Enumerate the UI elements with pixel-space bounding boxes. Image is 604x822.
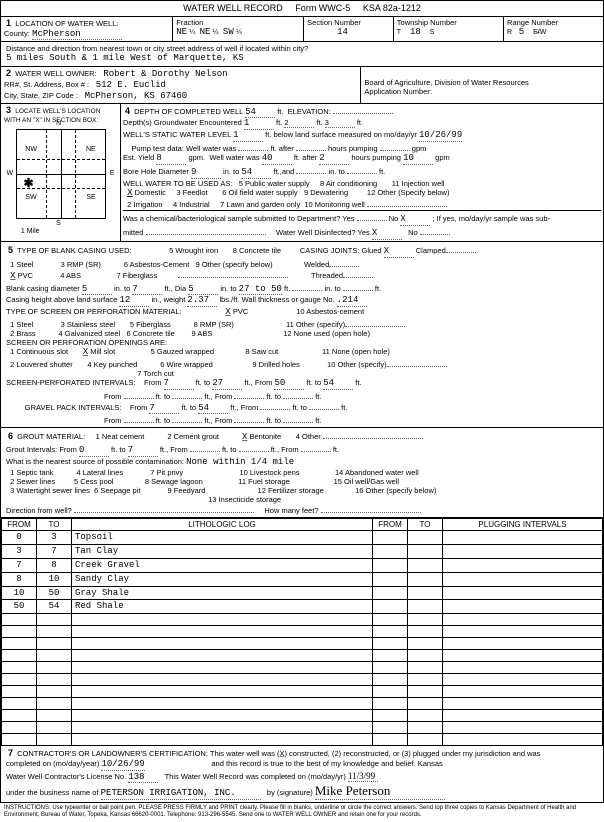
bentonite-x: X̲ xyxy=(242,432,247,442)
table-row xyxy=(2,698,603,710)
table-row xyxy=(2,650,603,662)
section-val: 14 xyxy=(337,27,348,37)
table-row: 78Creek Gravel xyxy=(2,558,603,572)
gpi-lbl: GRAVEL PACK INTERVALS: xyxy=(25,403,122,412)
elev-lbl: ELEVATION: xyxy=(288,107,331,116)
sec7-num: 7 xyxy=(6,748,15,758)
township-lbl: Township Number xyxy=(397,18,457,27)
static-val: 1 xyxy=(233,130,263,142)
bcd-val: 5 xyxy=(82,284,112,296)
spi-lbl: SCREEN-PERFORATED INTERVALS: xyxy=(6,378,136,387)
section-box: N S W E NW NE SW SE 1 Mile ✱ xyxy=(16,129,106,219)
instructions: INSTRUCTIONS: Use typewriter or ball poi… xyxy=(0,803,604,821)
business-name: PETERSON IRRIGATION, INC. xyxy=(101,788,261,800)
sec2-title: WATER WELL OWNER: xyxy=(15,69,96,78)
sec5-title: TYPE OF BLANK CASING USED: xyxy=(17,246,132,255)
form-num: Form WWC-5 xyxy=(295,3,350,13)
table-row xyxy=(2,638,603,650)
chem-no-x: X xyxy=(400,214,430,226)
range-lbl: Range Number xyxy=(507,18,558,27)
table-row: 5054Red Shale xyxy=(2,600,603,614)
table-row: 810Sandy Clay xyxy=(2,572,603,586)
casing-pvc-x: X̲ xyxy=(10,271,15,281)
table-row xyxy=(2,626,603,638)
open-lbl: SCREEN OR PERFORATION OPENINGS ARE: xyxy=(6,338,167,347)
frac2: NE xyxy=(200,27,211,37)
gauge-val: .214 xyxy=(337,295,367,307)
sec4-num: 4 xyxy=(123,106,132,116)
frac1: NE xyxy=(176,27,187,37)
sec1-title: LOCATION OF WATER WELL: xyxy=(15,19,118,28)
joints-x: X xyxy=(384,246,414,258)
sec6-title: GROUT MATERIAL: xyxy=(17,432,85,441)
wwr-date: 11/3/99 xyxy=(348,771,378,783)
screen-pvc-x: X̲ xyxy=(225,307,230,317)
form-title: WATER WELL RECORD xyxy=(183,3,283,13)
section-lbl: Section Number xyxy=(307,18,361,27)
addr-lbl: RR#, St. Address, Box # : xyxy=(4,80,89,89)
section-x-mark: ✱ xyxy=(24,176,34,190)
use-lbl: WELL WATER TO BE USED AS: xyxy=(123,179,232,188)
bcd-range: 27 to 50 xyxy=(239,284,282,296)
fraction-lbl: Fraction xyxy=(176,18,203,27)
sec3-title: LOCATE WELL'S LOCATION WITH AN "X" IN SE… xyxy=(4,108,100,125)
table-row xyxy=(2,710,603,722)
dist-lbl: Distance and direction from nearest town… xyxy=(6,44,308,53)
appnum-lbl: Application Number: xyxy=(364,87,432,96)
ch-val: 12 xyxy=(119,295,149,307)
table-row: 03Topsoil xyxy=(2,531,603,545)
range-val: 5 xyxy=(519,27,524,37)
table-row xyxy=(2,614,603,626)
est-yield: 8 xyxy=(156,153,186,165)
table-row xyxy=(2,674,603,686)
static-date: 10/26/99 xyxy=(419,130,462,142)
county-lbl: County: xyxy=(4,29,30,38)
sec5-num: 5 xyxy=(6,245,15,255)
owner-val: Robert & Dorothy Nelson xyxy=(103,69,227,79)
spi-f1: 7 xyxy=(164,378,194,390)
dir-lbl: Direction from well? xyxy=(6,506,72,515)
license-no: 138 xyxy=(128,772,158,784)
gpi-f1: 7 xyxy=(149,403,179,415)
bore-dia: 9 xyxy=(191,167,221,179)
frac3: SW xyxy=(223,27,234,37)
sec2-num: 2 xyxy=(4,68,13,78)
sec4-title: DEPTH OF COMPLETED WELL xyxy=(134,107,243,116)
millslot-x: X̲ xyxy=(83,347,88,357)
township-val: 18 xyxy=(410,27,421,37)
lithologic-table: FROM TO LITHOLOGIC LOG FROM TO PLUGGING … xyxy=(1,518,603,746)
city-lbl: City, State, ZIP Code : xyxy=(4,91,78,100)
table-row: 37Tan Clay xyxy=(2,545,603,559)
table-row xyxy=(2,686,603,698)
dist-val: 5 miles South & 1 mile West of Marquette… xyxy=(6,53,244,63)
disinf-x: X xyxy=(372,228,402,240)
depth-val: 54 xyxy=(245,107,275,119)
contam-val: None within 1/4 mile xyxy=(186,457,294,467)
city-val: McPherson, KS 67460 xyxy=(85,91,188,101)
board-lbl: Board of Agriculture, Division of Water … xyxy=(364,78,528,87)
sec3-num: 3 xyxy=(4,105,13,115)
sec7-title: CONTRACTOR'S OR LANDOWNER'S CERTIFICATIO… xyxy=(17,749,208,758)
addr-val: 512 E. Euclid xyxy=(96,80,166,90)
gi-from: 0 xyxy=(79,445,109,457)
screen-lbl: TYPE OF SCREEN OR PERFORATION MATERIAL: xyxy=(6,307,182,316)
use-x: X xyxy=(127,188,132,198)
contam-lbl: What is the nearest source of possible c… xyxy=(6,457,184,466)
table-row xyxy=(2,662,603,674)
completed-date: 10/26/99 xyxy=(101,759,144,771)
sec1-num: 1 xyxy=(4,18,13,28)
range-ew: E̶/W xyxy=(533,29,546,36)
county-val: McPherson xyxy=(32,29,122,41)
form-ksa: KSA 82a-1212 xyxy=(363,3,421,13)
signature: Mike Peterson xyxy=(315,783,445,800)
sec6-num: 6 xyxy=(6,431,15,441)
table-row xyxy=(2,722,603,734)
est-ft: 40 xyxy=(262,153,292,165)
table-row: 1050Gray Shale xyxy=(2,586,603,600)
